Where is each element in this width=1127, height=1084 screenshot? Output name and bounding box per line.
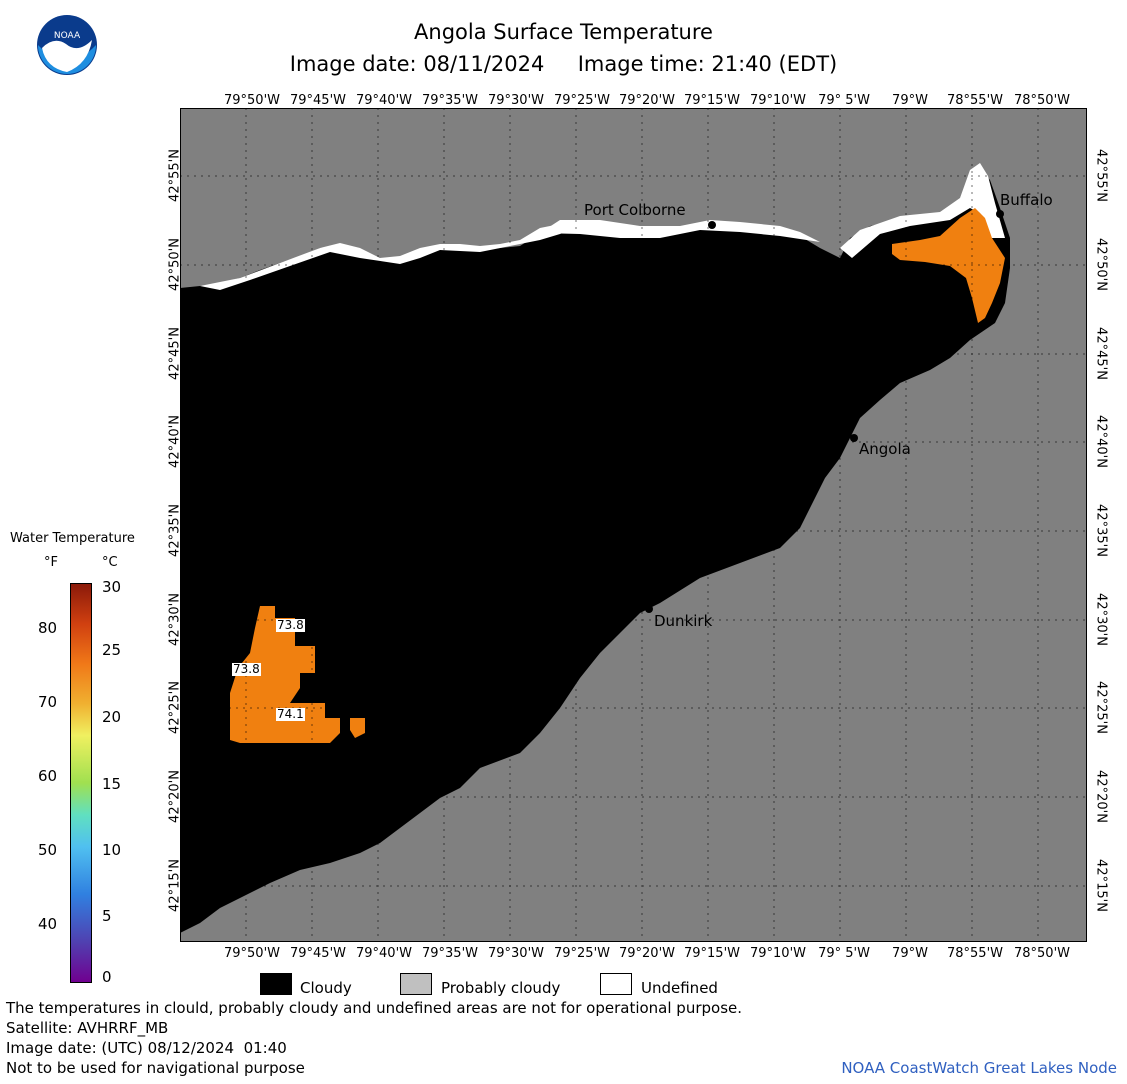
lon-tick-top: 79°45'W: [289, 93, 347, 108]
lon-tick-top: 79°50'W: [223, 93, 281, 108]
map-border: [180, 108, 1087, 942]
lon-tick-bottom: 79°30'W: [487, 946, 545, 961]
noaa-logo: NOAA: [36, 14, 98, 76]
map-canvas: [180, 108, 1087, 942]
legend-swatch-probably-cloudy: [400, 973, 432, 995]
lon-tick-bottom: 79°W: [892, 946, 928, 961]
lat-tick-right: 42°15'N: [1093, 859, 1109, 912]
colorbar-c-tick: 30: [102, 578, 122, 596]
lon-tick-bottom: 79°10'W: [749, 946, 807, 961]
colorbar-unit-c: °C: [102, 555, 118, 570]
lat-tick-left: 42°20'N: [167, 770, 183, 823]
lat-tick-right: 42°20'N: [1093, 770, 1109, 823]
city-label-buffalo: Buffalo: [1000, 191, 1053, 209]
colorbar-title: Water Temperature: [10, 531, 135, 546]
legend-swatch-cloudy: [260, 973, 292, 995]
colorbar-c-tick: 15: [102, 775, 122, 793]
lon-tick-top: 78°55'W: [946, 93, 1004, 108]
logo-text: NOAA: [54, 31, 81, 41]
lat-tick-left: 42°15'N: [167, 859, 183, 912]
lat-tick-left: 42°35'N: [167, 504, 183, 557]
lon-tick-top: 79°20'W: [618, 93, 676, 108]
water-temp-patch: [230, 606, 365, 743]
lon-tick-bottom: 79°20'W: [618, 946, 676, 961]
colorbar-c-tick: 5: [102, 907, 112, 925]
grid-lines: [180, 108, 1087, 942]
lat-tick-left: 42°45'N: [167, 327, 183, 380]
colorbar-c-tick: 25: [102, 641, 122, 659]
lon-tick-top: 79°40'W: [355, 93, 413, 108]
colorbar: [70, 583, 92, 983]
colorbar-unit-f: °F: [44, 555, 58, 570]
lon-tick-top: 79° 5'W: [818, 93, 870, 108]
noaa-logo-icon: NOAA: [37, 15, 97, 75]
legend-label-cloudy: Cloudy: [300, 979, 352, 997]
lat-tick-right: 42°50'N: [1093, 238, 1109, 291]
city-label-angola: Angola: [859, 440, 911, 458]
lon-tick-top: 79°35'W: [421, 93, 479, 108]
city-marker-angola: [850, 434, 858, 442]
temp-label: 73.8: [232, 662, 261, 676]
colorbar-c-tick: 10: [102, 841, 122, 859]
city-label-port-colborne: Port Colborne: [584, 201, 686, 219]
footer-satellite: Satellite: AVHRRF_MB: [6, 1019, 169, 1037]
undefined-strips: [200, 163, 1005, 290]
lon-tick-top: 78°50'W: [1013, 93, 1071, 108]
lon-tick-top: 79°W: [892, 93, 928, 108]
lon-tick-top: 79°10'W: [749, 93, 807, 108]
colorbar-f-tick: 40: [38, 915, 58, 933]
city-marker-buffalo: [996, 210, 1004, 218]
colorbar-f-tick: 60: [38, 767, 58, 785]
water-temp-buffalo: [892, 208, 1005, 323]
lat-tick-right: 42°25'N: [1093, 681, 1109, 734]
lon-tick-bottom: 79° 5'W: [818, 946, 870, 961]
lat-tick-right: 42°45'N: [1093, 327, 1109, 380]
colorbar-f-tick: 70: [38, 693, 58, 711]
lon-tick-bottom: 79°50'W: [223, 946, 281, 961]
footer-nav-warning: Not to be used for navigational purpose: [6, 1059, 305, 1077]
lat-tick-right: 42°40'N: [1093, 415, 1109, 468]
lake-cloudy-area: [180, 170, 1010, 933]
lat-tick-left: 42°25'N: [167, 681, 183, 734]
lon-tick-bottom: 79°45'W: [289, 946, 347, 961]
lat-tick-right: 42°35'N: [1093, 504, 1109, 557]
lon-tick-top: 79°25'W: [553, 93, 611, 108]
lat-tick-left: 42°40'N: [167, 415, 183, 468]
colorbar-f-tick: 80: [38, 619, 58, 637]
lat-tick-right: 42°30'N: [1093, 593, 1109, 646]
lat-tick-left: 42°50'N: [167, 238, 183, 291]
lon-tick-bottom: 79°15'W: [683, 946, 741, 961]
lon-tick-top: 79°30'W: [487, 93, 545, 108]
lon-tick-bottom: 79°35'W: [421, 946, 479, 961]
lon-tick-bottom: 78°55'W: [946, 946, 1004, 961]
temp-label: 74.1: [276, 707, 305, 721]
page-subtitle: Image date: 08/11/2024 Image time: 21:40…: [289, 52, 838, 76]
city-marker-dunkirk: [645, 605, 653, 613]
lon-tick-bottom: 79°40'W: [355, 946, 413, 961]
lon-tick-bottom: 78°50'W: [1013, 946, 1071, 961]
lat-tick-left: 42°55'N: [167, 149, 183, 202]
city-marker-port-colborne: [708, 221, 716, 229]
legend-swatch-undefined: [600, 973, 632, 995]
lat-tick-left: 42°30'N: [167, 593, 183, 646]
footer-credit: NOAA CoastWatch Great Lakes Node: [841, 1059, 1117, 1077]
lon-tick-bottom: 79°25'W: [553, 946, 611, 961]
footer-utc-date: Image date: (UTC) 08/12/2024 01:40: [6, 1039, 287, 1057]
lon-tick-top: 79°15'W: [683, 93, 741, 108]
colorbar-c-tick: 0: [102, 968, 112, 986]
footer-disclaimer: The temperatures in clould, probably clo…: [6, 999, 743, 1017]
legend-label-undefined: Undefined: [641, 979, 718, 997]
temp-label: 73.8: [276, 618, 305, 632]
city-label-dunkirk: Dunkirk: [654, 612, 713, 630]
colorbar-c-tick: 20: [102, 708, 122, 726]
legend-label-probably-cloudy: Probably cloudy: [441, 979, 561, 997]
colorbar-f-tick: 50: [38, 841, 58, 859]
page-title: Angola Surface Temperature: [414, 20, 713, 44]
lat-tick-right: 42°55'N: [1093, 149, 1109, 202]
